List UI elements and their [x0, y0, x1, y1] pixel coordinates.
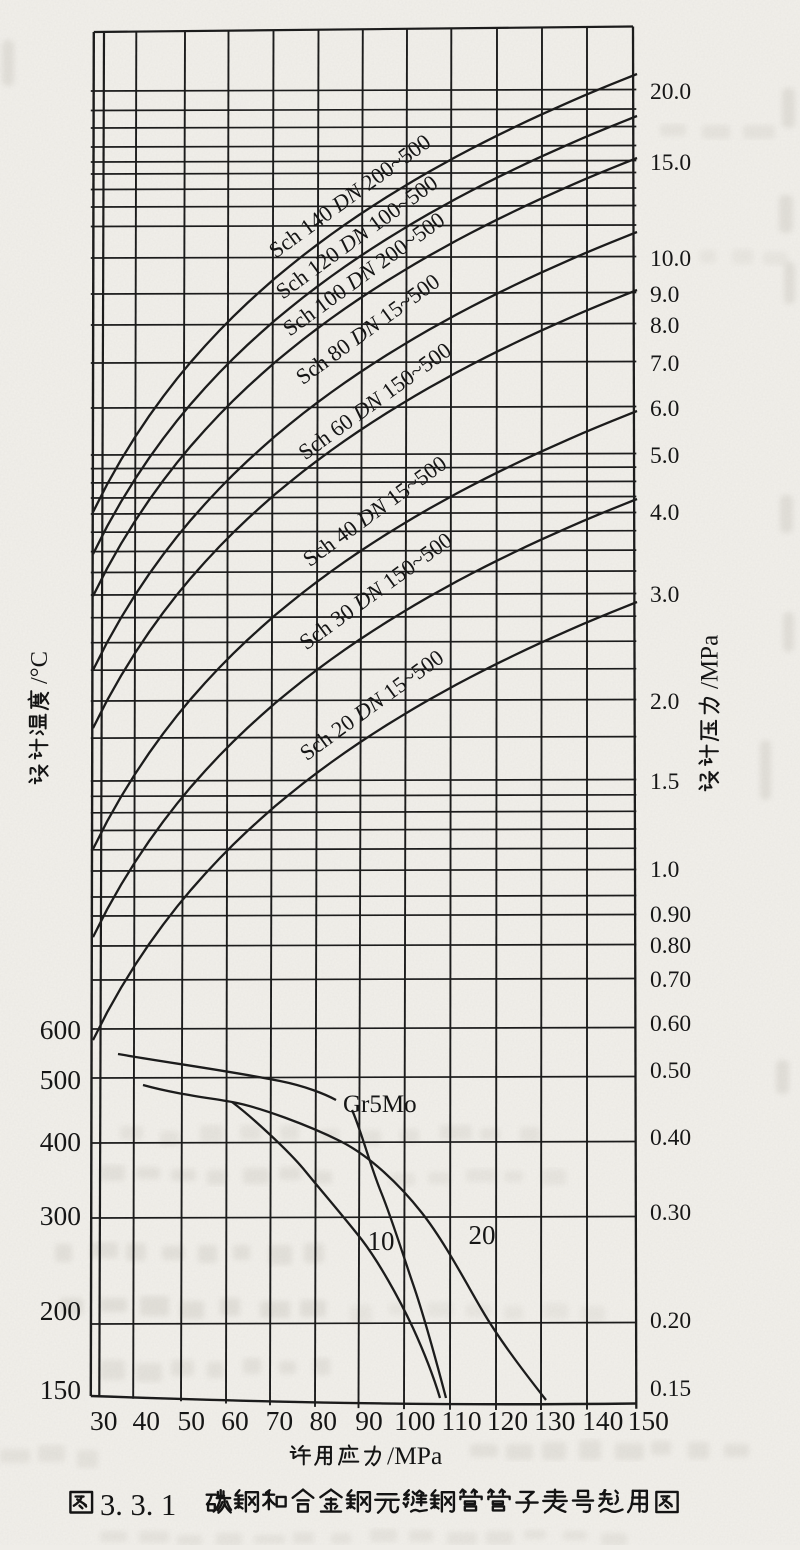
svg-text:0.20: 0.20: [650, 1308, 691, 1334]
svg-text:10.0: 10.0: [650, 246, 691, 272]
svg-text:10: 10: [368, 1226, 395, 1256]
svg-text:1.0: 1.0: [650, 857, 679, 883]
svg-text:70: 70: [266, 1405, 294, 1436]
svg-text:6.0: 6.0: [650, 396, 679, 422]
svg-text:50: 50: [177, 1405, 205, 1436]
svg-text:90: 90: [355, 1405, 383, 1436]
svg-text:100: 100: [394, 1405, 435, 1436]
svg-text:Gr5Mo: Gr5Mo: [343, 1091, 417, 1118]
svg-text:0.40: 0.40: [650, 1125, 691, 1151]
svg-text:/°C: /°C: [26, 651, 53, 684]
svg-text:0.90: 0.90: [650, 902, 691, 928]
svg-text:110: 110: [441, 1405, 481, 1436]
svg-text:60: 60: [221, 1405, 249, 1436]
svg-text:9.0: 9.0: [650, 282, 679, 308]
svg-text:0.30: 0.30: [650, 1200, 691, 1226]
svg-text:130: 130: [534, 1405, 575, 1436]
svg-text:4.0: 4.0: [650, 500, 679, 526]
svg-text:20.0: 20.0: [650, 79, 691, 105]
svg-text:8.0: 8.0: [650, 313, 679, 339]
svg-text:80: 80: [310, 1405, 338, 1436]
svg-text:0.80: 0.80: [650, 933, 691, 959]
svg-text:0.60: 0.60: [650, 1011, 691, 1037]
svg-text:7.0: 7.0: [650, 351, 679, 377]
svg-text:400: 400: [40, 1126, 81, 1157]
svg-text:15.0: 15.0: [650, 150, 691, 176]
svg-text:0.50: 0.50: [650, 1058, 691, 1084]
svg-text:120: 120: [487, 1405, 528, 1436]
svg-text:3.0: 3.0: [650, 582, 679, 608]
svg-text:3. 3. 1: 3. 3. 1: [100, 1488, 176, 1522]
svg-text:500: 500: [40, 1064, 81, 1095]
svg-text:300: 300: [40, 1200, 81, 1231]
svg-text:30: 30: [90, 1405, 118, 1436]
svg-text:1.5: 1.5: [650, 769, 679, 795]
svg-text:150: 150: [40, 1374, 81, 1405]
svg-text:2.0: 2.0: [650, 689, 679, 715]
svg-text:0.70: 0.70: [650, 967, 691, 993]
svg-text:40: 40: [132, 1405, 160, 1436]
svg-text:140: 140: [582, 1405, 623, 1436]
svg-text:20: 20: [469, 1220, 496, 1250]
svg-text:0.15: 0.15: [650, 1376, 691, 1402]
svg-text:/MPa: /MPa: [697, 635, 724, 689]
svg-text:200: 200: [40, 1295, 81, 1326]
svg-text:600: 600: [40, 1014, 81, 1045]
svg-text:/MPa: /MPa: [387, 1441, 442, 1470]
svg-text:5.0: 5.0: [650, 443, 679, 469]
svg-text:150: 150: [628, 1405, 669, 1436]
